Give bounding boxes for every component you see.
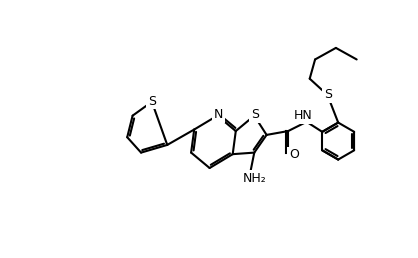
Text: NH₂: NH₂	[242, 172, 266, 184]
Text: HN: HN	[294, 109, 313, 122]
Text: N: N	[214, 108, 224, 122]
Text: S: S	[148, 94, 156, 108]
Text: S: S	[324, 88, 332, 101]
Text: O: O	[289, 148, 299, 162]
Text: S: S	[251, 108, 259, 122]
